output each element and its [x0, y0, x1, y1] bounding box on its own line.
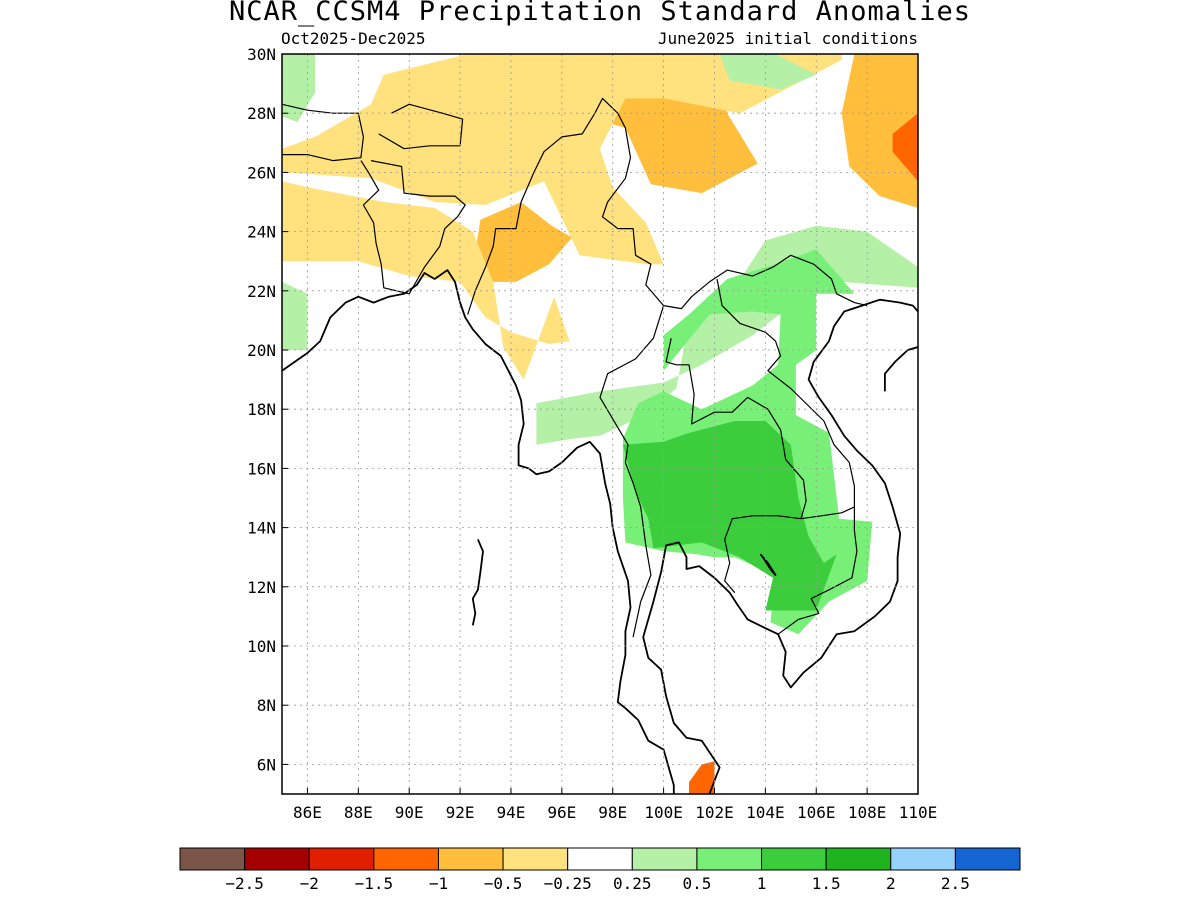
lon-tick-label: 92E	[446, 803, 475, 822]
colorbar-swatch	[308, 847, 375, 871]
lat-tick-label: 18N	[247, 400, 276, 419]
lat-tick-label: 22N	[247, 282, 276, 301]
anomaly-region-west-yellow	[282, 54, 842, 265]
coastline-myanmar-west-coast	[464, 316, 675, 794]
colorbar-swatch	[890, 847, 956, 871]
lat-tick-label: 26N	[247, 163, 276, 182]
lon-tick-label: 110E	[899, 803, 938, 822]
coastline-andaman-islands	[471, 539, 484, 626]
anomaly-fill-layer	[282, 54, 918, 794]
lat-tick-label: 24N	[247, 223, 276, 242]
lat-tick-label: 12N	[247, 578, 276, 597]
map-title: NCAR_CCSM4 Precipitation Standard Anomal…	[229, 0, 971, 27]
lon-tick-label: 106E	[797, 803, 836, 822]
colorbar-label: 1.5	[812, 874, 841, 893]
border-myanmar-thailand-border	[599, 305, 665, 638]
border-china-myanmar-border	[601, 112, 868, 310]
initial-conditions: June2025 initial conditions	[657, 29, 918, 48]
coastline-layer	[282, 97, 918, 794]
border-cambodia-thailand-border	[724, 515, 802, 594]
colorbar-swatch	[244, 847, 310, 871]
colorbar-swatch	[761, 847, 827, 871]
lon-tick-label: 98E	[598, 803, 627, 822]
anomaly-region-deep-orange-east	[892, 113, 918, 182]
anomaly-region-north-green	[719, 54, 817, 90]
colorbar-label: 0.25	[613, 874, 652, 893]
border-nepal-border	[282, 103, 364, 162]
lon-tick-label: 108E	[848, 803, 887, 822]
anomaly-region-thailand-darkgreen	[622, 421, 837, 611]
anomaly-region-south-tip-orange	[689, 761, 715, 794]
anomaly-region-myanmar-orange	[475, 202, 572, 282]
lat-tick-label: 8N	[257, 696, 276, 715]
anomaly-region-northeast-orange	[841, 54, 918, 208]
lat-tick-label: 16N	[247, 459, 276, 478]
colorbar-swatch	[954, 847, 1021, 871]
colorbar-label: −1	[429, 874, 448, 893]
lat-tick-label: 10N	[247, 637, 276, 656]
lat-tick-label: 14N	[247, 519, 276, 538]
colorbar-label: 0.5	[682, 874, 711, 893]
coastline-hainan-coast	[884, 346, 918, 392]
lat-tick-label: 6N	[257, 755, 276, 774]
colorbar-label: −2.5	[225, 874, 264, 893]
coastline-gulf-thailand-coast	[642, 298, 918, 794]
colorbar-swatch	[696, 847, 763, 871]
colorbar: −2.5 −2 −1.5 −1 −0.5 −0.25 0.25 0.5 1 1.5 2 2.5	[179, 847, 1021, 893]
map-frame	[281, 53, 919, 795]
colorbar-swatch	[631, 847, 698, 871]
colorbar-label: −2	[300, 874, 319, 893]
colorbar-swatch	[567, 847, 633, 871]
border-bangladesh-border	[360, 160, 466, 295]
lon-tick-label: 104E	[746, 803, 785, 822]
anomaly-region-west-green-strip	[282, 281, 308, 350]
forecast-period: Oct2025-Dec2025	[281, 29, 426, 48]
coastline-india-bangladesh-coast	[282, 269, 467, 372]
lon-tick-label: 102E	[695, 803, 734, 822]
colorbar-label: −0.25	[544, 874, 592, 893]
lon-tick-label: 100E	[644, 803, 683, 822]
colorbar-swatch	[825, 847, 892, 871]
lon-tick-label: 86E	[293, 803, 322, 822]
colorbar-label: −0.5	[484, 874, 523, 893]
lat-tick-label: 28N	[247, 104, 276, 123]
coastline-tonle-sap	[759, 553, 777, 576]
lon-tick-label: 88E	[344, 803, 373, 822]
border-india-myanmar-border	[467, 97, 619, 315]
lon-tick-label: 94E	[497, 803, 526, 822]
anomaly-region-northwest-green	[282, 54, 316, 123]
colorbar-label: 2.5	[941, 874, 970, 893]
colorbar-swatch	[373, 847, 439, 871]
colorbar-label: 1	[757, 874, 767, 893]
colorbar-swatch	[502, 847, 569, 871]
colorbar-label: −1.5	[355, 874, 394, 893]
colorbar-swatch	[437, 847, 504, 871]
border-laos-vietnam-border	[716, 278, 858, 635]
border-laos-borders	[665, 338, 807, 519]
colorbar-label: 2	[886, 874, 896, 893]
border-bhutan-border	[378, 103, 464, 150]
axis-ticks: 86E 88E 90E 92E 94E 96E 98E 100E 102E 104E 106E 108…	[247, 45, 937, 822]
lat-tick-label: 30N	[247, 45, 276, 64]
gridline-layer	[282, 54, 918, 794]
anomaly-region-bangladesh-yellow	[282, 181, 570, 380]
lat-tick-label: 20N	[247, 341, 276, 360]
colorbar-swatch	[179, 847, 246, 871]
border-cambodia-north	[800, 506, 855, 520]
lon-tick-label: 96E	[547, 803, 576, 822]
lon-tick-label: 90E	[395, 803, 424, 822]
